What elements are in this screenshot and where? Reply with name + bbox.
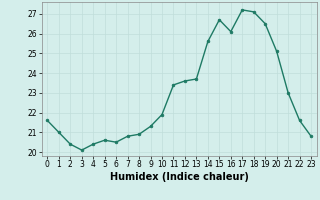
X-axis label: Humidex (Indice chaleur): Humidex (Indice chaleur) bbox=[110, 172, 249, 182]
